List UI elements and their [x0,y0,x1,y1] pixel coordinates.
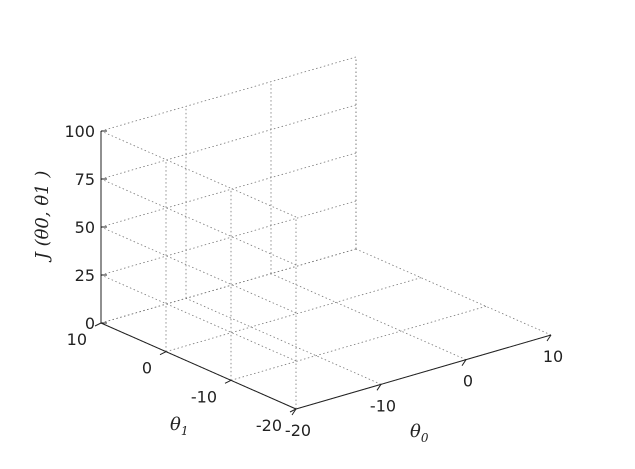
floor-grid-line [230,305,487,381]
floor-grid-line [165,277,422,353]
grid-lines [100,56,552,410]
wall-grid-line [100,248,357,324]
wall-grid-line [100,104,357,180]
wall-grid-line [100,178,297,266]
wall-grid-line [100,152,357,228]
wall-grid-line [100,130,297,218]
wall-grid-line [100,226,297,314]
floor-grid-line [355,248,552,336]
floor-grid-line [185,297,382,385]
wall-grid-line [100,56,357,132]
floor-grid-line [270,273,467,361]
wall-grid-line [100,200,357,276]
wall-grid-line [100,274,297,362]
